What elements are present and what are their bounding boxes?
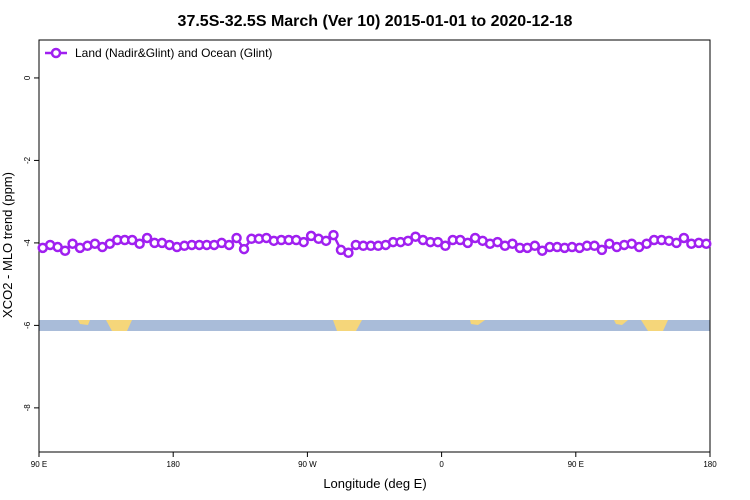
land	[641, 320, 668, 331]
point	[67, 238, 78, 249]
point	[320, 235, 332, 247]
point	[589, 240, 600, 252]
point	[402, 235, 414, 247]
point	[462, 237, 473, 249]
x-tick-label: 90 E	[31, 460, 47, 469]
point	[701, 238, 712, 249]
land	[470, 320, 485, 325]
point	[440, 240, 451, 252]
y-tick-label: -8	[23, 404, 32, 412]
point	[298, 236, 309, 248]
map-strip	[39, 320, 710, 331]
y-tick-label: -2	[23, 156, 32, 164]
legend-marker	[50, 47, 62, 59]
land	[106, 320, 132, 331]
point	[223, 239, 235, 251]
land	[78, 320, 90, 325]
x-tick-label: 180	[167, 460, 181, 469]
point	[59, 245, 71, 256]
point	[141, 232, 153, 244]
y-axis-label: XCO2 - MLO trend (ppm)	[0, 172, 15, 318]
point	[596, 244, 608, 256]
x-axis-label: Longitude (deg E)	[323, 476, 426, 491]
y-tick-label: -4	[23, 239, 32, 247]
chart-title: 37.5S-32.5S March (Ver 10) 2015-01-01 to…	[178, 13, 573, 30]
land	[614, 320, 628, 325]
x-tick-label: 180	[703, 460, 717, 469]
point	[678, 232, 690, 244]
ocean-band	[39, 320, 710, 331]
legend-label: Land (Nadir&Glint) and Ocean (Glint)	[75, 46, 272, 60]
point	[671, 237, 682, 249]
x-tick-label: 90 E	[568, 460, 584, 469]
x-tick-label: 90 W	[298, 460, 317, 469]
point	[529, 240, 541, 252]
land	[333, 320, 362, 331]
point	[134, 238, 145, 249]
point	[343, 247, 354, 259]
y-tick-label: -6	[23, 321, 32, 329]
point	[507, 238, 518, 249]
point	[328, 229, 339, 241]
point	[238, 243, 250, 255]
point	[231, 232, 242, 244]
x-tick-label: 0	[439, 460, 444, 469]
y-tick-label: 0	[23, 75, 32, 80]
